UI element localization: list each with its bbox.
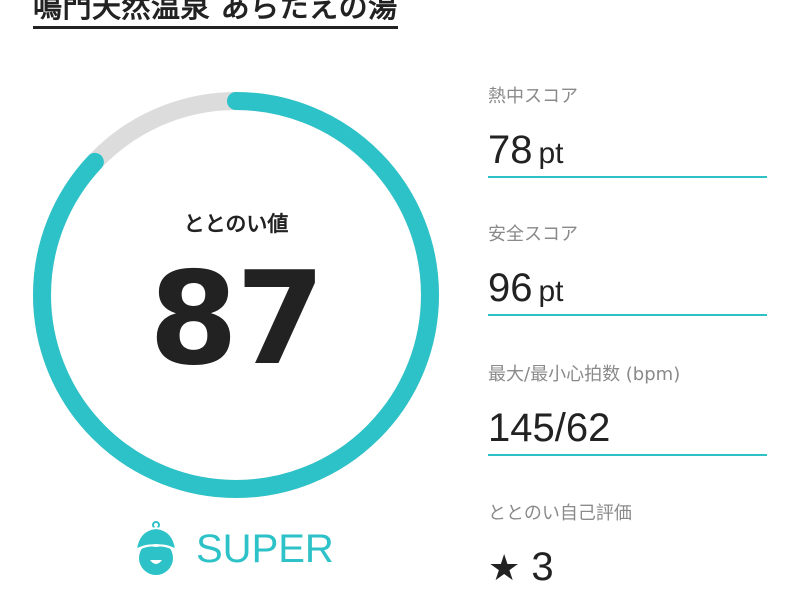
rank-badge: SUPER bbox=[130, 520, 334, 578]
self-rating-value: 3 bbox=[531, 545, 554, 589]
heat-score: 熱中スコア 78 pt bbox=[488, 82, 767, 178]
star-icon: ★ bbox=[488, 547, 521, 588]
safety-score: 安全スコア 96 pt bbox=[488, 220, 767, 316]
safety-score-unit: pt bbox=[538, 275, 564, 308]
safety-score-label: 安全スコア bbox=[488, 224, 578, 245]
gauge-label: ととのい値 bbox=[183, 212, 289, 236]
safety-score-value: 96 bbox=[488, 266, 533, 310]
heart-rate-label: 最大/最小心拍数 (bpm) bbox=[488, 364, 681, 385]
facility-title: 鳴門天然温泉 あらたえの湯 bbox=[33, 0, 398, 29]
heat-score-unit: pt bbox=[538, 137, 564, 170]
gauge-value: 87 bbox=[148, 245, 325, 394]
heat-score-value: 78 bbox=[488, 128, 533, 172]
heart-rate: 最大/最小心拍数 (bpm) 145/62 bbox=[488, 360, 767, 456]
heat-score-label: 熱中スコア bbox=[488, 86, 578, 107]
sauna-hat-face-icon bbox=[131, 521, 181, 575]
self-rating-label: ととのい自己評価 bbox=[488, 503, 632, 524]
rank-label: SUPER bbox=[196, 526, 334, 571]
heart-rate-value: 145/62 bbox=[488, 406, 611, 450]
totonoi-gauge bbox=[33, 92, 439, 498]
gauge-fill bbox=[33, 92, 439, 498]
self-rating: ととのい自己評価 ★ 3 bbox=[488, 499, 767, 593]
